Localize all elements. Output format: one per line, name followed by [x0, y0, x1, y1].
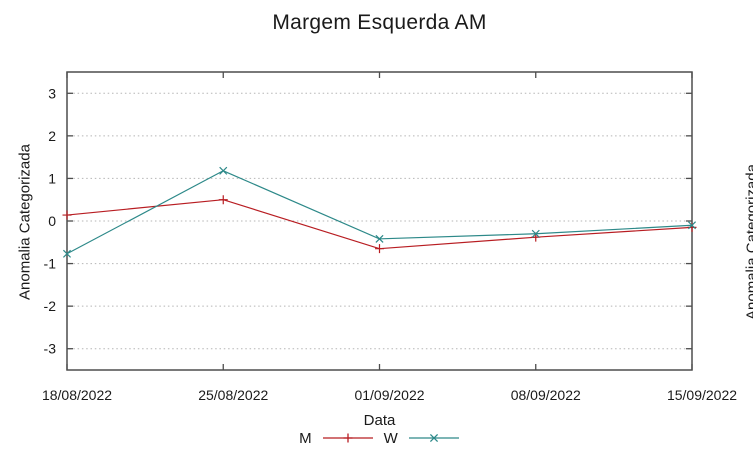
- series-marker-w: [531, 229, 540, 238]
- y-tick-label: 3: [48, 85, 56, 101]
- series-marker-m: [62, 210, 72, 220]
- x-tick-label: 15/09/2022: [667, 387, 737, 403]
- legend-label-w: W: [383, 429, 398, 447]
- x-tick-label: 18/08/2022: [42, 387, 112, 403]
- legend-marker-w: [429, 433, 438, 443]
- chart-title: Margem Esquerda AM: [272, 11, 487, 34]
- y-tick-label: -2: [44, 298, 57, 314]
- x-tick-label: 01/09/2022: [354, 387, 424, 403]
- adjacent-chart-y-axis-label: Anomalia Categorizada: [743, 164, 753, 320]
- y-tick-label: -1: [44, 256, 57, 272]
- x-tick-label: 08/09/2022: [511, 387, 581, 403]
- y-tick-label: 2: [48, 128, 56, 144]
- y-tick-label: 0: [48, 213, 56, 229]
- legend-label-m: M: [299, 429, 312, 447]
- series-marker-w: [219, 166, 228, 175]
- series-marker-w: [62, 249, 72, 258]
- y-tick-label: 1: [48, 170, 56, 186]
- series-marker-m: [687, 222, 697, 232]
- series-line-w: [66, 170, 693, 255]
- x-axis-label: Data: [363, 412, 396, 429]
- series-marker-w: [687, 221, 697, 230]
- y-tick-label: -3: [44, 341, 57, 357]
- legend-sample-w: [408, 433, 459, 443]
- series-line-m: [66, 199, 693, 250]
- legend-sample-m: [322, 433, 373, 443]
- series-marker-m: [218, 195, 228, 205]
- series-marker-m: [375, 244, 384, 254]
- legend-marker-m: [343, 433, 353, 443]
- x-tick-label: 25/08/2022: [198, 387, 268, 403]
- series-marker-w: [375, 234, 384, 243]
